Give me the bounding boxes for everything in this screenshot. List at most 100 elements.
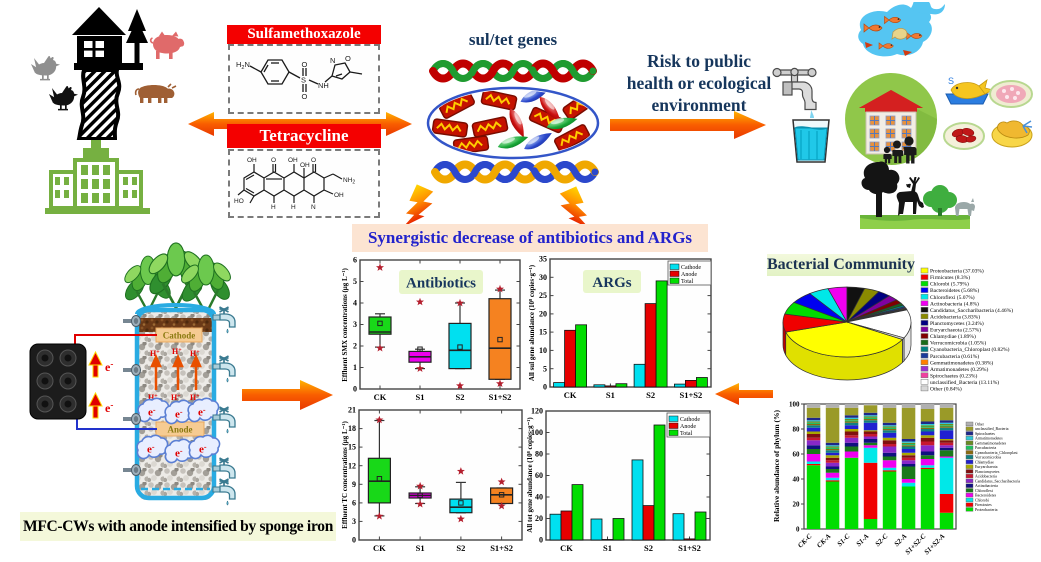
svg-text:Parcubacteria: Parcubacteria bbox=[975, 446, 996, 450]
svg-text:20: 20 bbox=[539, 310, 547, 319]
svg-text:3: 3 bbox=[353, 320, 357, 329]
svg-text:H+: H+ bbox=[171, 393, 181, 402]
svg-text:12: 12 bbox=[348, 461, 356, 470]
svg-text:HO: HO bbox=[234, 198, 244, 205]
svg-text:S1: S1 bbox=[606, 390, 615, 400]
svg-text:Parcubacteria (0.61%): Parcubacteria (0.61%) bbox=[930, 353, 979, 360]
svg-text:S2: S2 bbox=[644, 543, 653, 553]
svg-text:S1+S2: S1+S2 bbox=[678, 543, 701, 553]
svg-text:Gemmatimonadetes: Gemmatimonadetes bbox=[975, 441, 1007, 445]
svg-text:S2: S2 bbox=[456, 392, 465, 402]
svg-text:25: 25 bbox=[539, 291, 547, 300]
svg-text:Armatimonadetes: Armatimonadetes bbox=[975, 437, 1003, 441]
svg-text:H+: H+ bbox=[190, 349, 200, 358]
svg-text:Proteobacteria: Proteobacteria bbox=[975, 508, 998, 512]
svg-text:OH: OH bbox=[300, 162, 310, 169]
svg-text:Firmicutes: Firmicutes bbox=[975, 503, 992, 507]
svg-text:60: 60 bbox=[535, 471, 543, 480]
svg-text:All sul gene abundance (10⁸ co: All sul gene abundance (10⁸ copies·g⁻¹) bbox=[529, 264, 536, 381]
svg-text:6: 6 bbox=[353, 256, 357, 265]
svg-text:0: 0 bbox=[539, 536, 543, 545]
svg-text:Actinobacteria: Actinobacteria bbox=[975, 484, 998, 488]
svg-text:40: 40 bbox=[535, 493, 543, 502]
svg-text:S1-C: S1-C bbox=[836, 532, 852, 548]
svg-text:e-: e- bbox=[105, 359, 113, 374]
svg-text:3: 3 bbox=[352, 517, 356, 526]
svg-text:Gemmatimonadetes (0.38%): Gemmatimonadetes (0.38%) bbox=[930, 359, 993, 366]
svg-text:100: 100 bbox=[789, 400, 800, 408]
svg-text:Actinobacteria (4.8%): Actinobacteria (4.8%) bbox=[930, 300, 979, 307]
svg-text:Armatimonadetes (0.29%): Armatimonadetes (0.29%) bbox=[930, 366, 989, 373]
svg-text:35: 35 bbox=[539, 255, 547, 264]
svg-text:Bacteroidetes (5.68%): Bacteroidetes (5.68%) bbox=[930, 287, 979, 294]
svg-text:Acidobacteria (3.83%): Acidobacteria (3.83%) bbox=[930, 314, 980, 321]
svg-text:Cyanobacteria_Chloroplast (0.8: Cyanobacteria_Chloroplast (0.82%) bbox=[930, 346, 1010, 353]
svg-text:Euryarchaeota (2.57%): Euryarchaeota (2.57%) bbox=[930, 327, 981, 334]
svg-text:80: 80 bbox=[793, 425, 801, 433]
svg-text:5: 5 bbox=[353, 277, 357, 286]
svg-text:Relative abundance of phylum (: Relative abundance of phylum (%) bbox=[772, 409, 781, 522]
svg-text:O: O bbox=[302, 60, 308, 69]
svg-text:20: 20 bbox=[535, 514, 543, 523]
svg-text:H+: H+ bbox=[190, 393, 200, 402]
svg-text:100: 100 bbox=[531, 428, 543, 437]
svg-text:2: 2 bbox=[353, 342, 357, 351]
svg-text:N: N bbox=[311, 204, 316, 211]
svg-text:S2-C: S2-C bbox=[874, 532, 890, 548]
svg-text:Candidatus_Saccharibacteria (4: Candidatus_Saccharibacteria (4.46%) bbox=[930, 307, 1013, 314]
svg-text:H: H bbox=[271, 204, 276, 211]
svg-text:Antibiotics: Antibiotics bbox=[406, 276, 476, 292]
svg-text:Cathode: Cathode bbox=[681, 265, 701, 271]
svg-text:CK-A: CK-A bbox=[815, 532, 832, 549]
svg-text:OH: OH bbox=[334, 192, 344, 199]
svg-text:S2: S2 bbox=[456, 543, 465, 553]
svg-text:S1+S2: S1+S2 bbox=[490, 543, 513, 553]
svg-text:4: 4 bbox=[353, 299, 357, 308]
svg-text:NH2: NH2 bbox=[343, 177, 355, 186]
svg-text:30: 30 bbox=[539, 273, 547, 282]
svg-text:Proteobacteria (37.03%): Proteobacteria (37.03%) bbox=[930, 268, 984, 275]
svg-text:S1+S2-A: S1+S2-A bbox=[923, 532, 947, 556]
svg-text:S2: S2 bbox=[646, 390, 655, 400]
svg-text:CK-C: CK-C bbox=[796, 532, 813, 549]
svg-text:Acidobacteria: Acidobacteria bbox=[975, 475, 997, 479]
svg-text:21: 21 bbox=[348, 406, 356, 415]
svg-text:unclassified_Bacteria (13.11%): unclassified_Bacteria (13.11%) bbox=[930, 379, 999, 386]
svg-text:Bacteroidetes: Bacteroidetes bbox=[975, 494, 997, 498]
svg-text:H+: H+ bbox=[150, 349, 160, 358]
svg-text:Planctomycetes: Planctomycetes bbox=[975, 470, 1000, 474]
svg-text:Verrucomicrobia (1.05%): Verrucomicrobia (1.05%) bbox=[930, 340, 986, 347]
svg-text:S: S bbox=[948, 76, 954, 86]
svg-text:Other (0.84%): Other (0.84%) bbox=[930, 386, 962, 393]
svg-text:15: 15 bbox=[348, 443, 356, 452]
svg-text:Spirochaetes: Spirochaetes bbox=[975, 432, 995, 436]
svg-text:Euryarchaeota: Euryarchaeota bbox=[975, 465, 998, 469]
svg-text:18: 18 bbox=[348, 424, 356, 433]
svg-text:Effluent TC concentrations (μg: Effluent TC concentrations (μg L⁻¹) bbox=[341, 421, 349, 529]
svg-text:Effluent SMX concentrations (μ: Effluent SMX concentrations (μg L⁻¹) bbox=[341, 268, 349, 382]
svg-text:0: 0 bbox=[543, 383, 547, 392]
svg-text:CK: CK bbox=[564, 390, 577, 400]
svg-text:120: 120 bbox=[531, 407, 543, 416]
svg-text:O: O bbox=[311, 157, 316, 164]
svg-text:ARGs: ARGs bbox=[592, 275, 631, 291]
svg-text:1: 1 bbox=[353, 363, 357, 372]
svg-text:S1: S1 bbox=[416, 392, 425, 402]
svg-text:9: 9 bbox=[352, 480, 356, 489]
svg-text:Chloroflexi (5.07%): Chloroflexi (5.07%) bbox=[930, 294, 975, 301]
svg-text:Chlorobi: Chlorobi bbox=[975, 498, 989, 502]
svg-text:80: 80 bbox=[535, 450, 543, 459]
svg-text:20: 20 bbox=[793, 500, 801, 508]
svg-text:H2N: H2N bbox=[236, 60, 250, 71]
svg-text:CK: CK bbox=[374, 392, 387, 402]
svg-text:e-: e- bbox=[105, 400, 113, 415]
svg-text:0: 0 bbox=[352, 536, 356, 545]
svg-text:Other: Other bbox=[975, 422, 985, 426]
svg-text:O: O bbox=[345, 54, 351, 63]
svg-text:Total: Total bbox=[681, 279, 694, 285]
svg-text:OH: OH bbox=[247, 157, 257, 164]
svg-text:Spirochaetes (0.23%): Spirochaetes (0.23%) bbox=[930, 372, 978, 379]
svg-text:Chlorobi (5.79%): Chlorobi (5.79%) bbox=[930, 281, 969, 288]
svg-text:15: 15 bbox=[539, 328, 547, 337]
svg-text:H: H bbox=[291, 204, 296, 211]
